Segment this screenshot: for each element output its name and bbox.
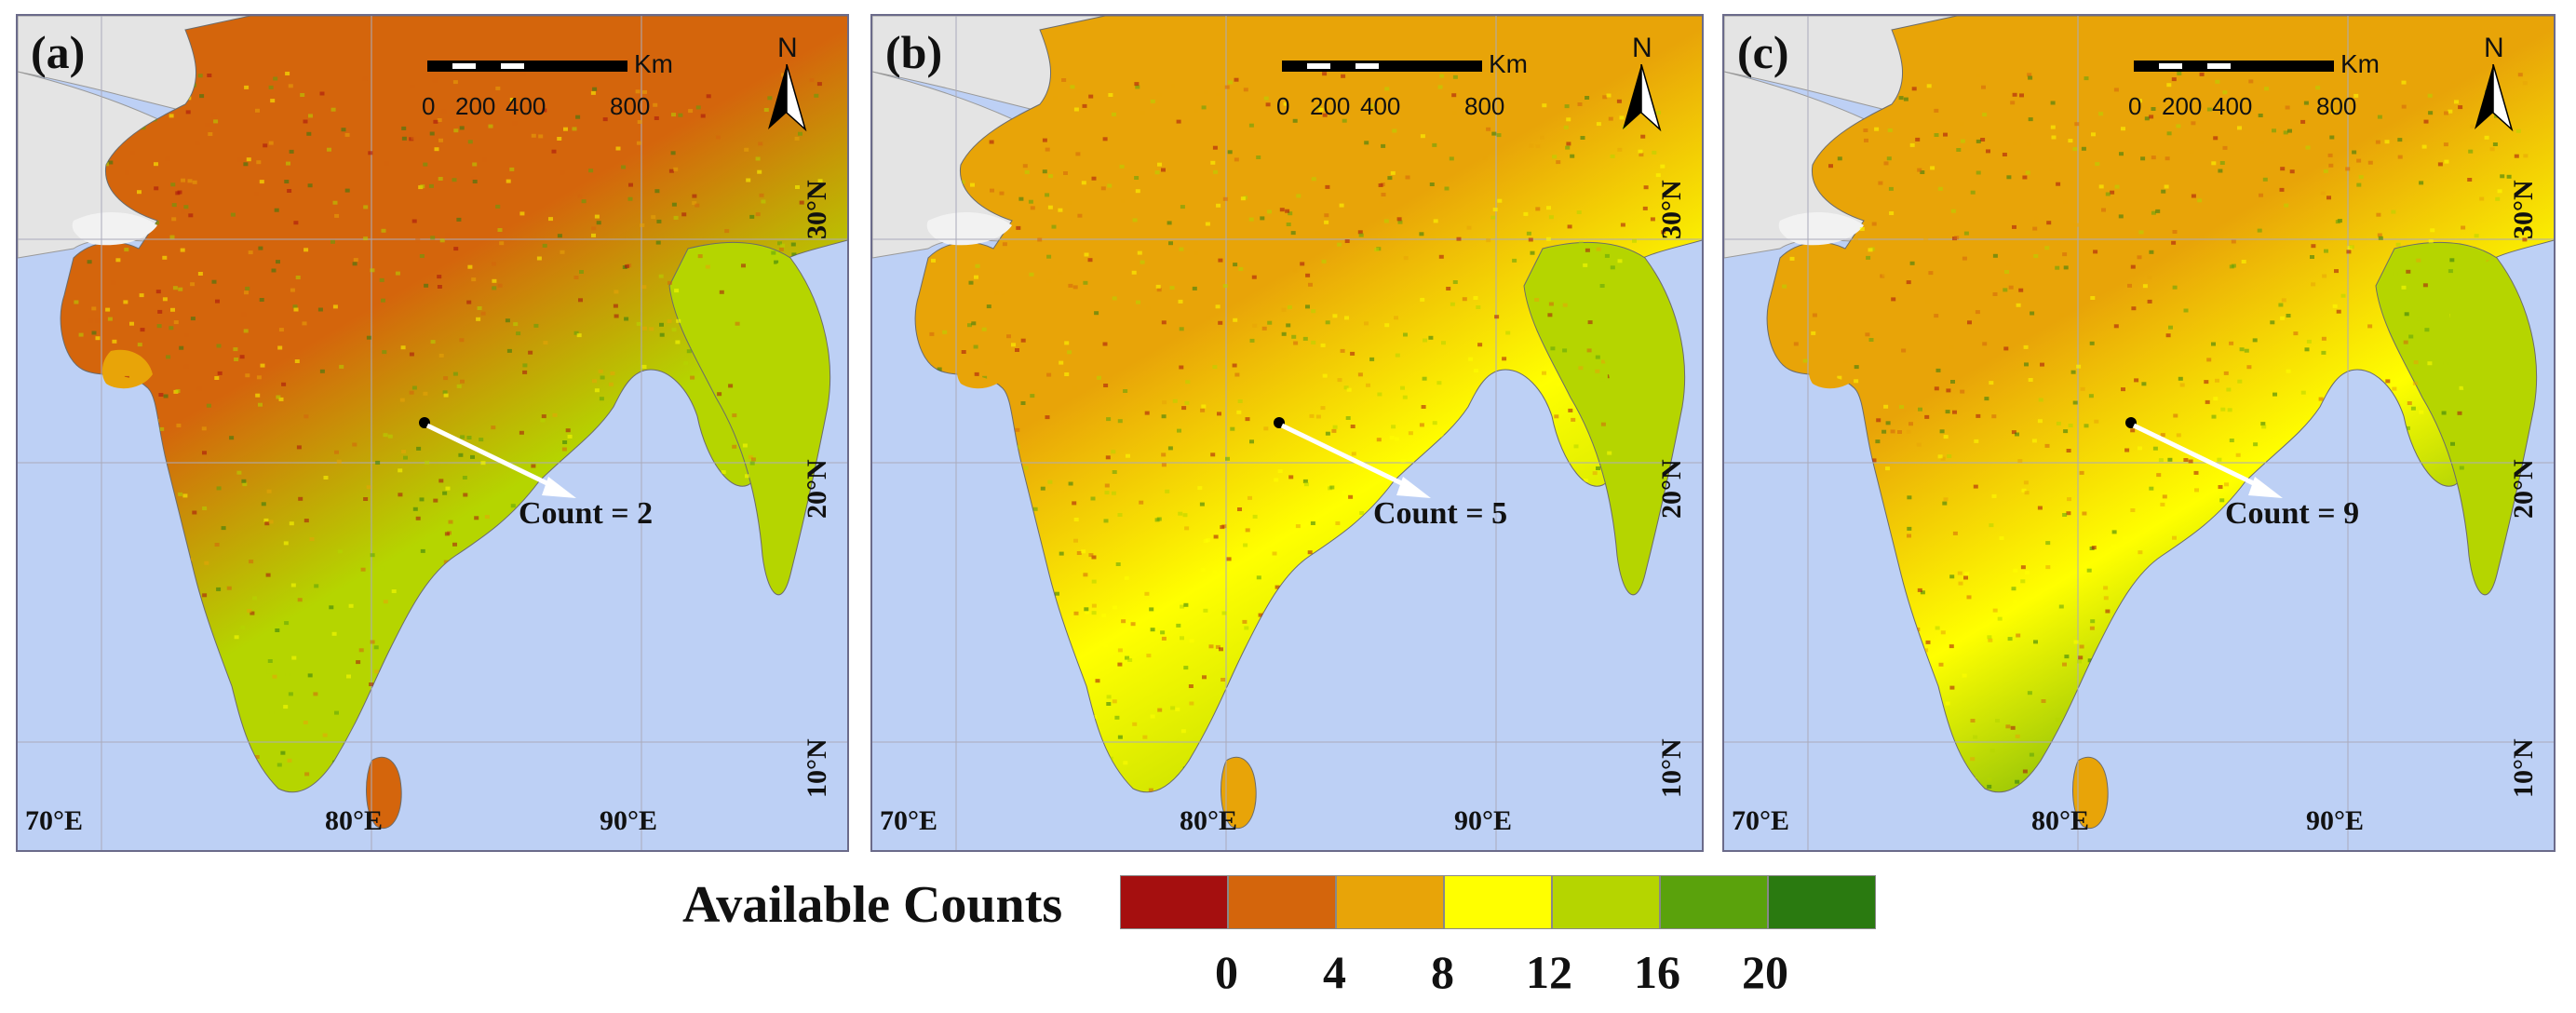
lat-label: 30°N [1656, 180, 1687, 239]
lon-label: 90°E [2306, 805, 2365, 836]
north-label: N [2484, 33, 2504, 63]
scale-tick: 800 [610, 92, 651, 120]
lat-label: 10°N [2508, 738, 2539, 798]
panel-label: (c) [1737, 26, 1789, 78]
north-label: N [1632, 33, 1652, 63]
scale-unit: Km [634, 49, 673, 78]
legend-swatch [1768, 875, 1876, 929]
scale-tick: 200 [2162, 92, 2203, 120]
map-panel-c: (c) Km 0 200 400 800 N 70°E 80°E 90°E [1722, 14, 2556, 852]
map-panel-a: (a) Km 0 200 400 800 N 70°E 80°E 90°E [16, 14, 849, 852]
scale-tick: 200 [455, 92, 496, 120]
panel-label: (b) [885, 26, 943, 78]
lon-label: 90°E [1454, 805, 1513, 836]
scale-tick: 200 [1310, 92, 1351, 120]
lat-label: 20°N [802, 459, 832, 519]
legend-swatch [1660, 875, 1768, 929]
legend-tick-label: 8 [1431, 946, 1454, 998]
lat-label: 30°N [802, 180, 832, 239]
scale-tick: 800 [1464, 92, 1505, 120]
count-annotation: Count = 9 [2225, 496, 2360, 531]
lon-label: 80°E [325, 805, 384, 836]
count-annotation: Count = 2 [519, 496, 654, 531]
north-arrow-icon: N [2469, 33, 2525, 135]
lat-label: 30°N [2508, 180, 2539, 239]
legend-tick-label: 0 [1215, 946, 1238, 998]
legend-tick-label: 16 [1634, 946, 1680, 998]
scale-tick: 0 [1276, 92, 1290, 120]
scale-tick: 800 [2316, 92, 2357, 120]
lat-label: 20°N [1656, 459, 1687, 519]
scale-tick: 400 [1360, 92, 1401, 120]
legend-title: Available Counts [682, 876, 1063, 934]
lat-label: 10°N [1656, 738, 1687, 798]
count-annotation: Count = 5 [1373, 496, 1508, 531]
legend-tick-label: 12 [1526, 946, 1572, 998]
legend-tick-label: 20 [1742, 946, 1788, 998]
scale-tick: 0 [2128, 92, 2142, 120]
scale-bar: Km 0 200 400 800 [2128, 49, 2408, 142]
lon-label: 70°E [25, 805, 84, 836]
north-label: N [777, 33, 798, 63]
scale-tick: 400 [506, 92, 546, 120]
legend-swatch [1228, 875, 1336, 929]
legend-swatch [1336, 875, 1444, 929]
scale-unit: Km [1489, 49, 1528, 78]
legend-swatch [1120, 875, 1228, 929]
scale-unit: Km [2340, 49, 2380, 78]
lon-label: 90°E [600, 805, 658, 836]
lat-label: 20°N [2508, 459, 2539, 519]
lon-label: 70°E [880, 805, 938, 836]
lon-label: 70°E [1732, 805, 1790, 836]
scale-tick: 0 [422, 92, 436, 120]
north-arrow-icon: N [1617, 33, 1673, 135]
panel-label: (a) [31, 26, 86, 78]
lat-label: 10°N [802, 738, 832, 798]
north-arrow-icon: N [762, 33, 818, 135]
lon-label: 80°E [2031, 805, 2090, 836]
legend-swatch [1552, 875, 1660, 929]
scale-bar: Km 0 200 400 800 [422, 49, 702, 142]
legend-tick-label: 4 [1323, 946, 1346, 998]
legend-swatch [1444, 875, 1552, 929]
scale-bar: Km 0 200 400 800 [1276, 49, 1557, 142]
scale-tick: 400 [2212, 92, 2253, 120]
map-panel-b: (b) Km 0 200 400 800 N 70°E 80°E 90°E [870, 14, 1704, 852]
lon-label: 80°E [1180, 805, 1238, 836]
